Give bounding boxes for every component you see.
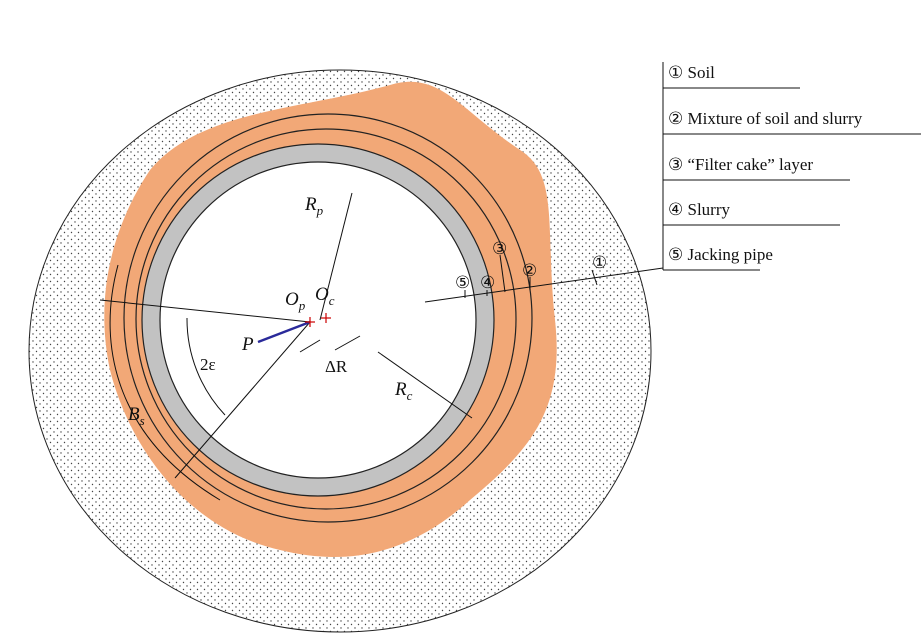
marker: ② — [522, 261, 537, 280]
force-arrow — [257, 320, 311, 344]
marker: ⑤ — [455, 273, 470, 292]
label-dr: ΔR — [325, 357, 348, 376]
legend-item: ③ “Filter cake” layer — [668, 155, 813, 174]
legend-item: ① Soil — [668, 63, 715, 82]
legend-item: ② Mixture of soil and slurry — [668, 109, 863, 128]
centers — [305, 313, 331, 327]
dimension-lines — [99, 62, 921, 501]
pipe-inner — [159, 161, 477, 479]
filter-cake-boundary — [135, 128, 517, 510]
label-oc: Oc — [315, 284, 335, 308]
label-bs: Bs — [128, 404, 145, 428]
label-rc: Rc — [394, 379, 413, 403]
label-rp: Rp — [304, 194, 324, 218]
label-op: Op — [285, 289, 306, 313]
label-p: P — [241, 334, 254, 355]
mixture-boundary — [123, 113, 533, 523]
label-angle: 2ε — [200, 355, 216, 374]
marker: ③ — [492, 239, 507, 258]
marker: ① — [592, 253, 607, 272]
legend-item: ④ Slurry — [668, 200, 730, 219]
legend-item: ⑤ Jacking pipe — [668, 245, 773, 264]
marker: ④ — [480, 273, 495, 292]
